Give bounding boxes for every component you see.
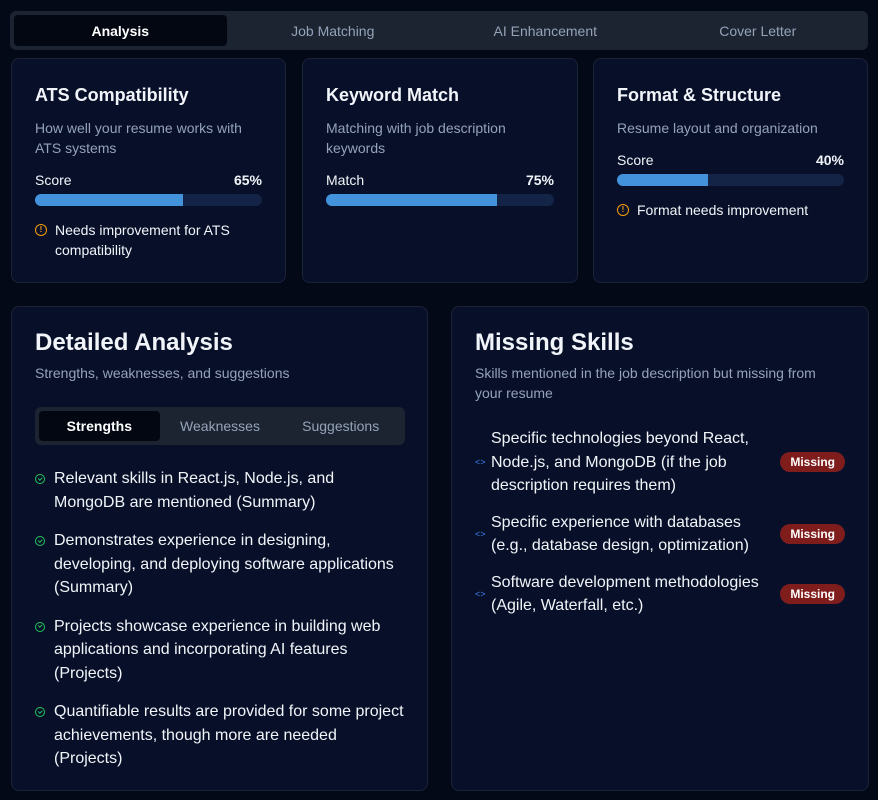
list-item: Projects showcase experience in building… (35, 615, 404, 686)
section-subtitle: Strengths, weaknesses, and suggestions (35, 365, 290, 381)
item-text: Software development methodologies (Agil… (491, 573, 759, 615)
analysis-tabs: Strengths Weaknesses Suggestions (35, 407, 405, 445)
item-text: Specific technologies beyond React, Node… (491, 430, 749, 494)
progress-fill (326, 194, 497, 206)
code-icon: <> (475, 529, 486, 539)
missing-badge: Missing (780, 452, 845, 473)
progress-fill (617, 174, 708, 186)
tab-weaknesses[interactable]: Weaknesses (180, 418, 260, 434)
alert-icon: ! (35, 224, 47, 236)
score-label: Match (326, 172, 365, 188)
detailed-analysis-card: Detailed Analysis Strengths, weaknesses,… (11, 306, 428, 791)
check-circle-icon (35, 707, 45, 717)
section-subtitle: Skills mentioned in the job description … (475, 365, 816, 401)
progress-fill (35, 194, 183, 206)
card-title: ATS Compatibility (35, 85, 189, 105)
check-circle-icon (35, 474, 45, 484)
score-label: Score (35, 172, 72, 188)
alert-icon: ! (617, 204, 629, 216)
score-value: 40% (815, 152, 844, 168)
list-item: <> Specific technologies beyond React, No… (475, 427, 845, 498)
strengths-list: Relevant skills in React.js, Node.js, an… (35, 467, 404, 771)
format-card: Format & Structure Resume layout and org… (593, 58, 868, 283)
missing-skills-card: Missing Skills Skills mentioned in the j… (451, 306, 869, 791)
section-title: Missing Skills (475, 329, 634, 356)
list-item: Demonstrates experience in designing, de… (35, 529, 404, 600)
card-title: Keyword Match (326, 85, 460, 105)
card-desc: Matching with job description keywords (326, 120, 506, 156)
tab-ai-enhancement[interactable]: AI Enhancement (493, 22, 597, 39)
card-desc: Resume layout and organization (617, 120, 818, 136)
tab-job-matching[interactable]: Job Matching (291, 22, 375, 39)
code-icon: <> (475, 457, 486, 468)
tab-suggestions[interactable]: Suggestions (302, 418, 380, 434)
warning-text: Format needs improvement (637, 202, 809, 218)
item-text: Specific experience with databases (e.g.… (491, 513, 749, 555)
section-title: Detailed Analysis (35, 329, 233, 356)
item-text: Projects showcase experience in building… (54, 617, 381, 682)
card-title: Format & Structure (617, 85, 782, 105)
score-value: 65% (233, 172, 262, 188)
warning-text: Needs improvement for ATS compatibility (55, 222, 230, 258)
tab-cover-letter[interactable]: Cover Letter (719, 22, 797, 39)
tab-analysis[interactable]: Analysis (14, 15, 227, 46)
item-text: Demonstrates experience in designing, de… (54, 532, 394, 596)
tab-strengths[interactable]: Strengths (39, 411, 160, 441)
ats-card: ATS Compatibility How well your resume w… (11, 58, 286, 283)
list-item: <> Specific experience with databases (e.… (475, 511, 845, 558)
progress-bar (617, 174, 844, 186)
item-text: Quantifiable results are provided for so… (54, 703, 404, 767)
missing-list: <> Specific technologies beyond React, No… (475, 427, 845, 618)
score-value: 75% (525, 172, 554, 188)
code-icon: <> (475, 589, 486, 599)
list-item: Relevant skills in React.js, Node.js, an… (35, 467, 404, 514)
list-item: <> Software development methodologies (Ag… (475, 571, 845, 618)
score-label: Score (617, 152, 654, 168)
missing-badge: Missing (780, 524, 845, 544)
keyword-card: Keyword Match Matching with job descript… (302, 58, 578, 283)
check-circle-icon (35, 536, 45, 546)
progress-bar (35, 194, 262, 206)
list-item: Quantifiable results are provided for so… (35, 700, 404, 771)
progress-bar (326, 194, 554, 206)
card-desc: How well your resume works with ATS syst… (35, 120, 242, 156)
missing-badge: Missing (780, 584, 845, 604)
item-text: Relevant skills in React.js, Node.js, an… (54, 470, 335, 511)
main-tabs: Analysis Job Matching AI Enhancement Cov… (10, 11, 868, 50)
check-circle-icon (35, 621, 45, 632)
